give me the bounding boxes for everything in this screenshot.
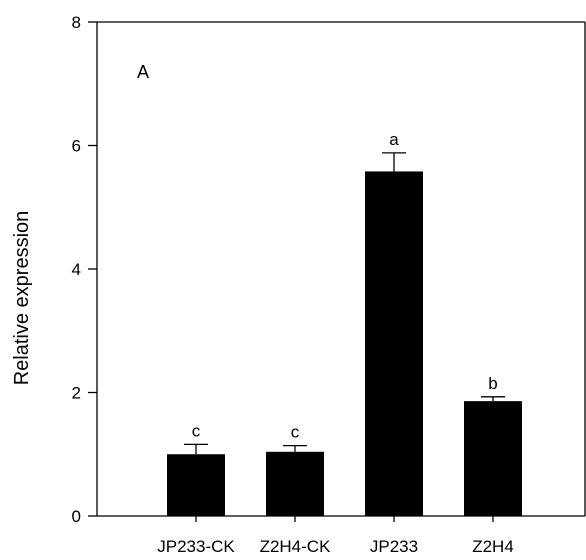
bar: [167, 454, 225, 516]
significance-label: b: [488, 374, 497, 393]
y-axis-title: Relative expression: [11, 211, 33, 386]
bar: [365, 171, 423, 516]
y-tick-label: 8: [72, 13, 81, 32]
y-tick-label: 0: [72, 507, 81, 526]
x-tick-label: Z2H4-CK: [260, 537, 332, 556]
y-axis-ticks: 0 2 4 6 8: [72, 13, 97, 526]
significance-label: c: [291, 423, 300, 442]
bars: c c a b: [167, 130, 522, 516]
y-tick-label: 6: [72, 137, 81, 156]
x-tick-label: Z2H4: [472, 537, 514, 556]
x-tick-label: JP233: [370, 537, 418, 556]
significance-label: c: [192, 421, 201, 440]
bar: [464, 401, 522, 516]
significance-label: a: [389, 130, 399, 149]
bar: [266, 451, 324, 516]
x-tick-label: JP233-CK: [157, 537, 235, 556]
x-axis-tick-labels: JP233-CK Z2H4-CK JP233 Z2H4: [157, 516, 514, 556]
y-tick-label: 4: [72, 260, 81, 279]
panel-label: A: [137, 62, 149, 82]
y-tick-label: 2: [72, 384, 81, 403]
